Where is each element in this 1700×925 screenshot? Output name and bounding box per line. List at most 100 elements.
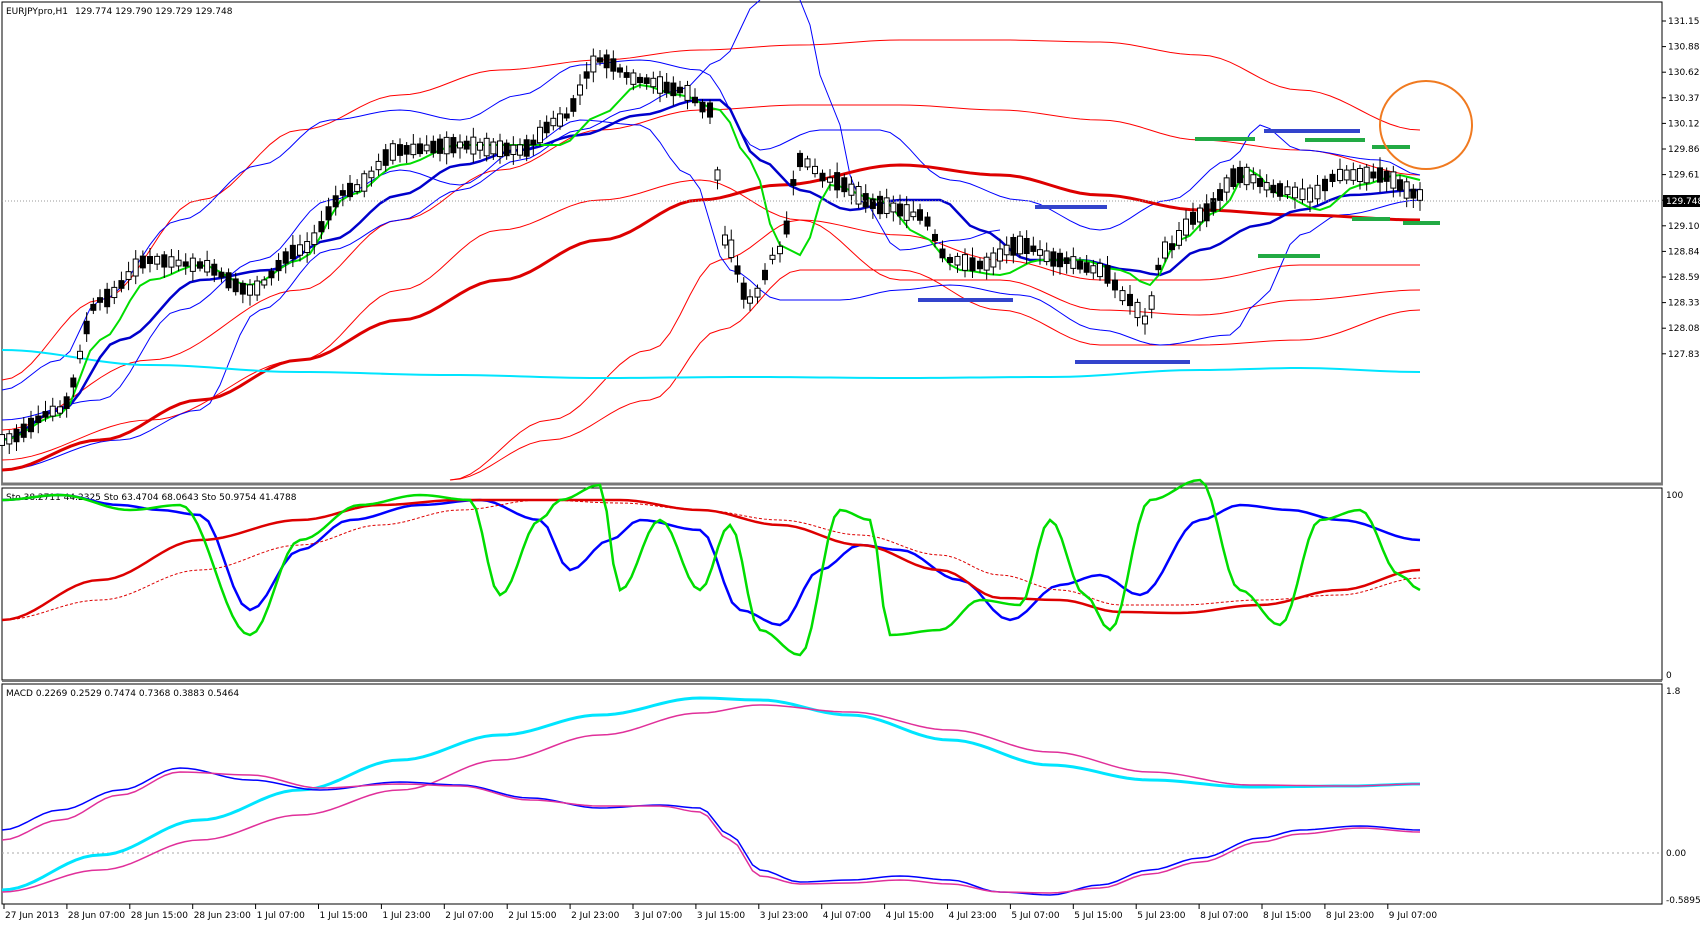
bollinger-upper	[1, 39, 1421, 381]
candle-body	[1148, 295, 1155, 310]
candle-body	[232, 278, 239, 293]
candle-body	[890, 202, 897, 213]
candle-body	[1329, 173, 1336, 182]
candle-body	[477, 141, 483, 151]
time-tick-label: 8 Jul 07:00	[1200, 911, 1249, 921]
candle-body	[1003, 244, 1010, 256]
candle-body	[819, 172, 826, 182]
candle-body	[189, 257, 196, 272]
candle-body	[1077, 260, 1083, 270]
candle-body	[63, 396, 70, 409]
candle-body	[1097, 262, 1103, 278]
candle-body	[147, 255, 153, 265]
candle-body	[111, 286, 118, 299]
candle-body	[1210, 198, 1217, 212]
candle-body	[557, 113, 563, 127]
candle-body	[783, 220, 790, 235]
candle-body	[1176, 230, 1182, 246]
candle-body	[247, 284, 253, 296]
price-tick-label: 129.100	[1668, 222, 1700, 232]
candle-body	[204, 259, 211, 273]
macd-axis-bottom: -0.5895	[1666, 896, 1700, 906]
candle-body	[49, 405, 56, 417]
bollinger-bands	[1, 0, 1421, 481]
candle-body	[1263, 182, 1270, 191]
candle-body	[1155, 264, 1162, 271]
time-tick-label: 4 Jul 07:00	[823, 911, 872, 921]
candle-body	[83, 320, 90, 335]
candle-body	[1314, 184, 1321, 200]
candle-body	[90, 303, 97, 311]
bollinger-lower-2	[449, 219, 1420, 481]
candle-body	[1270, 184, 1277, 194]
candle-body	[1112, 279, 1118, 291]
candle-body	[463, 140, 470, 150]
time-tick-label: 27 Jun 2013	[5, 911, 59, 921]
candle-body	[289, 244, 296, 260]
candle-body	[325, 206, 332, 221]
candle-body	[483, 137, 490, 157]
candle-body	[254, 280, 261, 296]
candle-body	[1357, 167, 1363, 183]
time-tick-label: 5 Jul 23:00	[1137, 911, 1186, 921]
candle-body	[827, 177, 833, 183]
candle-body	[1063, 257, 1070, 265]
candle-body	[368, 170, 375, 179]
candle-body	[597, 57, 603, 63]
candle-body	[437, 138, 443, 154]
price-tick-label: 131.155	[1668, 17, 1700, 27]
time-tick-label: 28 Jun 15:00	[131, 911, 188, 921]
candle-body	[57, 406, 63, 414]
candle-body	[954, 255, 961, 266]
candle-body	[939, 248, 946, 259]
macd-panel[interactable]	[1, 683, 1663, 905]
price-tick-label: 129.610	[1668, 171, 1700, 181]
candle-body	[261, 279, 268, 286]
candle-body	[537, 126, 543, 144]
candle-body	[714, 169, 721, 181]
candlesticks	[0, 48, 1423, 454]
candle-body	[804, 158, 811, 168]
sto-green	[1, 478, 1421, 657]
candle-body	[877, 195, 883, 215]
price-panel[interactable]	[1, 1, 1663, 486]
candle-body	[677, 86, 683, 94]
candle-body	[154, 255, 161, 265]
candle-body	[1277, 183, 1283, 197]
candle-body	[869, 198, 876, 209]
candle-body	[347, 182, 353, 198]
candle-body	[523, 139, 530, 157]
candle-body	[1162, 241, 1168, 259]
time-tick-label: 4 Jul 23:00	[949, 911, 998, 921]
candle-body	[997, 248, 1003, 262]
candle-body	[410, 143, 417, 156]
candle-body	[603, 54, 610, 69]
candle-body	[977, 260, 983, 270]
candle-body	[470, 136, 477, 155]
candle-body	[630, 72, 637, 85]
candle-body	[161, 254, 168, 268]
candle-body	[1183, 218, 1189, 236]
candle-body	[670, 82, 677, 97]
candle-body	[590, 55, 597, 73]
time-tick-label: 5 Jul 15:00	[1074, 911, 1123, 921]
candle-body	[692, 96, 698, 104]
candle-body	[663, 81, 670, 94]
ma-slow	[1, 163, 1421, 472]
candle-body	[1237, 166, 1243, 184]
candle-body	[1057, 252, 1063, 268]
candle-body	[361, 173, 368, 192]
candle-body	[104, 288, 111, 308]
candle-body	[297, 244, 303, 256]
candle-body	[1070, 256, 1077, 269]
candle-body	[747, 296, 753, 304]
candle-body	[1322, 178, 1328, 192]
bollinger-mid-lower	[1, 179, 1421, 461]
time-tick-label: 2 Jul 07:00	[445, 911, 494, 921]
candle-body	[969, 257, 976, 272]
price-tick-label: 130.625	[1668, 68, 1700, 78]
current-price-tag: 129.748	[1663, 195, 1700, 207]
candle-body	[282, 251, 289, 264]
candle-body	[375, 160, 382, 171]
